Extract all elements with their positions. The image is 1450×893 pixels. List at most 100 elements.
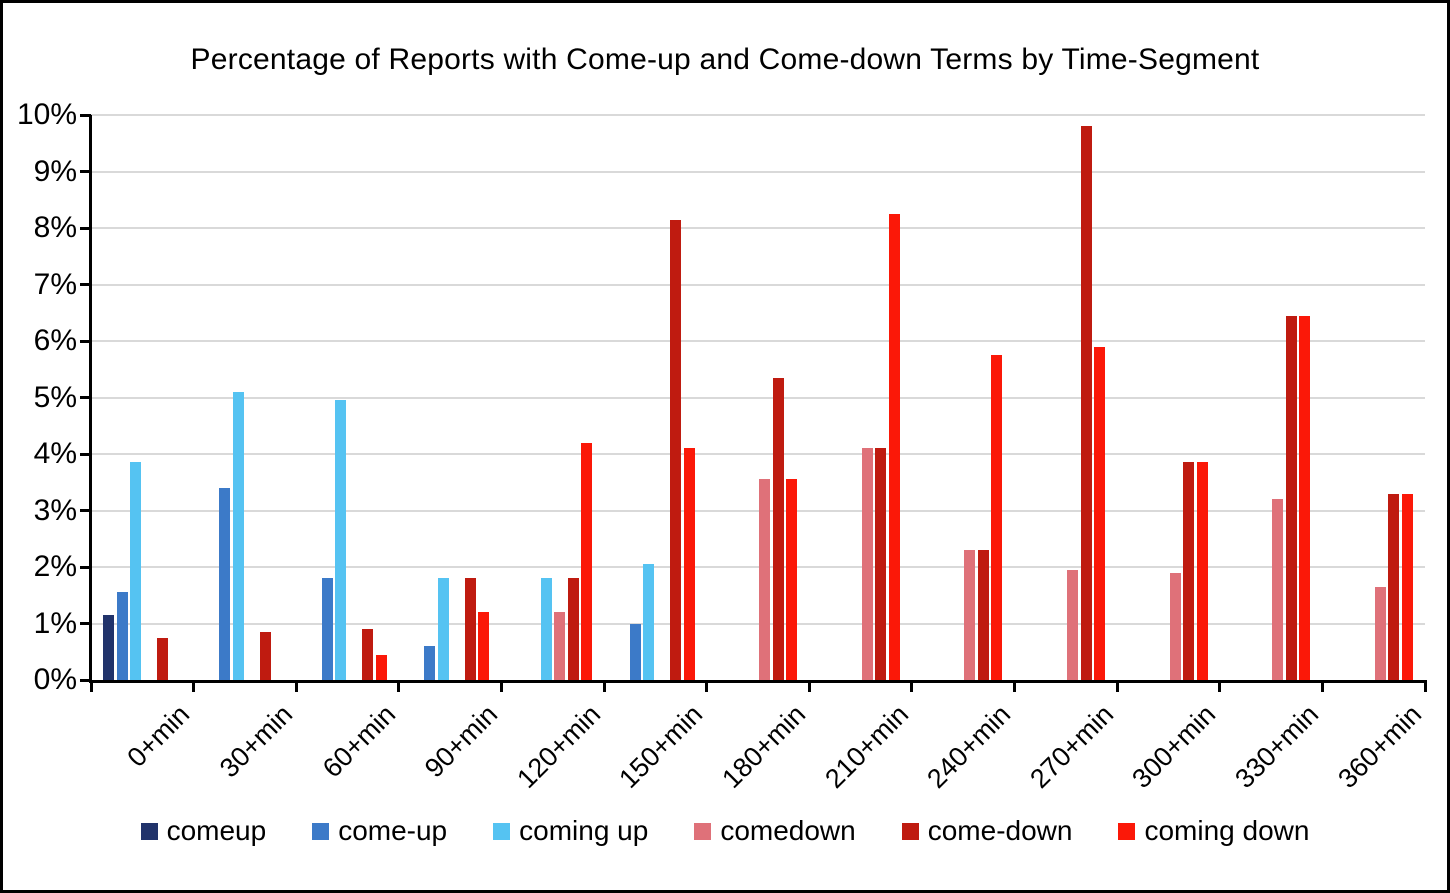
bar-come-up — [116, 592, 128, 680]
legend-swatch — [140, 822, 158, 840]
bar-come-down — [567, 578, 579, 680]
bar-comedown — [1067, 569, 1079, 680]
bar-coming-down — [478, 612, 490, 680]
bar-comedown — [1272, 499, 1284, 680]
y-axis-tick — [80, 622, 91, 625]
bar-coming-up — [540, 578, 552, 680]
x-axis-tick — [602, 680, 606, 692]
y-axis-tick-label: 5% — [33, 380, 77, 414]
x-axis-tick-label: 210+min — [818, 699, 914, 794]
y-axis-tick-label: 4% — [33, 437, 77, 470]
y-axis-tick — [80, 509, 91, 512]
y-axis-tick — [80, 452, 91, 456]
x-axis-tick — [807, 680, 811, 692]
bar-coming-down — [581, 442, 592, 680]
legend-item-coming-up: coming up — [493, 815, 648, 847]
bar-coming-down — [683, 448, 695, 680]
legend-item-come-up: come-up — [312, 815, 447, 847]
x-axis-tick-label: 30+min — [213, 699, 299, 784]
bar-come-down — [772, 377, 784, 680]
y-axis-tick — [80, 170, 91, 173]
bar-come-down — [1285, 315, 1297, 680]
bar-group — [707, 115, 810, 680]
legend-swatch — [1118, 822, 1136, 840]
gridline — [91, 566, 1425, 568]
y-axis-tick-label: 9% — [33, 154, 77, 188]
y-axis-tick — [80, 113, 91, 117]
gridline — [91, 283, 1425, 286]
legend-item-coming-down: coming down — [1118, 815, 1309, 847]
gridline — [91, 170, 1425, 173]
bar-comedown — [1169, 572, 1181, 680]
bar-come-up — [219, 487, 231, 680]
bar-come-down — [1080, 126, 1092, 680]
bar-coming-down — [786, 479, 798, 680]
bar-coming-up — [130, 462, 142, 680]
legend-label: come-up — [338, 815, 448, 846]
y-axis-tick — [80, 565, 91, 569]
legend: comeup come-up coming up comedown come-down c… — [3, 809, 1447, 853]
bar-come-down — [1183, 462, 1195, 680]
legend-swatch — [312, 822, 330, 840]
bar-comedown — [759, 479, 771, 680]
x-axis-tick-label: 240+min — [921, 699, 1017, 794]
bar-comedown — [964, 550, 976, 680]
gridline — [91, 622, 1425, 625]
y-axis-tick-label: 3% — [33, 493, 77, 527]
legend-swatch — [493, 822, 511, 840]
bar-comedown — [554, 612, 565, 680]
x-axis-tick — [397, 680, 401, 692]
y-axis-line — [89, 115, 92, 683]
y-axis-tick-label: 6% — [33, 324, 77, 357]
gridline — [91, 227, 1425, 229]
bar-coming-down — [1401, 493, 1413, 680]
x-axis-tick-label: 360+min — [1331, 699, 1427, 794]
gridline — [91, 396, 1425, 399]
x-axis-tick — [1423, 680, 1427, 692]
x-axis-tick-label: 60+min — [316, 699, 401, 784]
x-axis-tick — [1013, 680, 1017, 692]
y-axis-tick-label: 10% — [16, 98, 77, 131]
x-axis-tick — [192, 680, 196, 692]
bar-group — [91, 115, 194, 680]
legend-item-comedown: comedown — [694, 815, 856, 847]
y-axis-tick-label: 0% — [33, 663, 77, 696]
gridline — [91, 453, 1425, 455]
y-axis-tick-label: 1% — [33, 606, 77, 640]
bar-group — [399, 115, 502, 680]
bar-coming-down — [991, 355, 1003, 680]
bar-come-down — [464, 578, 476, 680]
bar-group — [912, 115, 1015, 680]
y-axis-tick — [80, 678, 91, 682]
bar-come-down — [1388, 493, 1400, 680]
y-axis-tick-label: 8% — [33, 211, 77, 244]
bar-come-up — [321, 578, 333, 680]
bar-coming-down — [888, 213, 900, 680]
x-axis-tick — [1218, 680, 1222, 692]
x-axis-tick — [499, 680, 503, 692]
bar-come-down — [977, 550, 989, 680]
legend-item-come-down: come-down — [901, 815, 1072, 847]
bar-come-up — [424, 646, 436, 680]
bar-comedown — [861, 448, 873, 680]
bar-coming-down — [375, 654, 387, 680]
bar-coming-up — [232, 391, 244, 680]
bar-come-down — [875, 448, 887, 680]
x-axis-tick-label: 90+min — [418, 699, 504, 784]
legend-label: coming down — [1144, 815, 1310, 846]
y-axis-tick — [80, 396, 91, 399]
legend-label: comedown — [720, 815, 856, 846]
x-axis-line — [89, 680, 1427, 683]
gridline — [91, 114, 1425, 116]
x-axis-tick — [294, 680, 298, 692]
bar-coming-up — [335, 400, 347, 680]
bar-group — [194, 115, 297, 680]
gridline — [91, 509, 1425, 512]
x-axis-tick — [1320, 680, 1324, 692]
bar-comedown — [1374, 586, 1386, 680]
bar-come-down — [670, 219, 682, 680]
y-axis-tick-label: 2% — [33, 550, 77, 583]
x-axis-tick-label: 330+min — [1229, 699, 1325, 794]
x-axis-tick-label: 150+min — [613, 699, 709, 794]
bar-coming-down — [1196, 462, 1208, 680]
